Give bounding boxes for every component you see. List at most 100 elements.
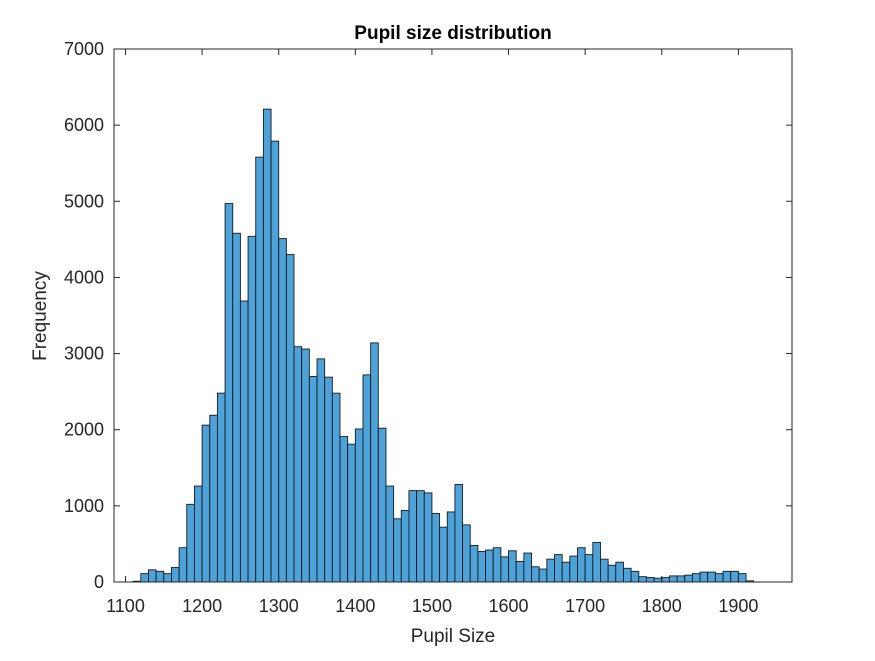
histogram-bar <box>216 392 226 583</box>
histogram-bar <box>722 570 732 583</box>
histogram-bar <box>469 545 479 583</box>
histogram-bar <box>232 232 241 583</box>
histogram-bar <box>508 550 517 583</box>
histogram-bar <box>247 235 257 583</box>
histogram-bar <box>370 342 379 583</box>
histogram-bar <box>492 547 502 583</box>
histogram-bar <box>714 573 724 583</box>
histogram-bar <box>239 300 249 583</box>
histogram-bar <box>523 552 532 583</box>
histogram-bar <box>607 564 617 583</box>
histogram-bar <box>339 436 349 583</box>
histogram-bar <box>707 571 716 583</box>
histogram-bar <box>668 575 678 583</box>
histogram-bar <box>462 524 471 583</box>
histogram-bar <box>661 576 670 583</box>
x-tick-label: 1800 <box>642 596 682 616</box>
histogram-bar <box>515 560 525 583</box>
histogram-bar <box>653 577 663 583</box>
histogram-bar <box>362 374 372 583</box>
histogram-bar <box>285 254 295 583</box>
histogram-bar <box>730 570 739 583</box>
y-tick-label: 5000 <box>64 191 104 211</box>
x-tick-label: 1600 <box>489 596 529 616</box>
histogram-bar <box>155 570 165 583</box>
histogram-bar <box>270 140 280 583</box>
histogram-bar <box>148 569 157 583</box>
histogram-bar <box>308 375 318 583</box>
chart-title: Pupil size distribution <box>354 23 551 44</box>
histogram-bar <box>531 566 540 583</box>
histogram-bar <box>201 424 211 583</box>
histogram-bar <box>186 503 195 583</box>
histogram-bar <box>645 576 655 583</box>
y-tick-label: 4000 <box>64 267 104 287</box>
histogram-bar <box>171 567 180 583</box>
x-tick-label: 1100 <box>106 596 145 616</box>
histogram-bar <box>140 573 149 583</box>
histogram-bar <box>377 427 387 583</box>
histogram-bar <box>500 556 509 583</box>
histogram-bar <box>347 443 356 583</box>
histogram-bar <box>477 551 487 583</box>
histogram-bar <box>255 156 264 583</box>
histogram-bar <box>385 485 395 583</box>
histogram-bar <box>293 346 303 583</box>
y-tick-label: 1000 <box>64 496 104 516</box>
y-tick-label: 0 <box>94 572 104 592</box>
histogram-bar <box>431 513 441 583</box>
histogram-bar <box>324 376 333 583</box>
histogram-bar <box>262 108 272 583</box>
histogram-bar <box>485 549 494 583</box>
histogram-bar <box>737 573 747 583</box>
plot-frame <box>113 48 793 583</box>
histogram-bar <box>592 541 601 583</box>
histogram-bar <box>577 547 586 583</box>
histogram-bar <box>439 526 448 583</box>
histogram-bar <box>638 576 647 583</box>
histogram-bar <box>163 573 172 583</box>
histogram-bar <box>224 203 234 583</box>
y-tick-label: 6000 <box>64 115 104 135</box>
x-axis-ticks: 1100 1200 1300 1400 1500 1600 1700 1800 1900 <box>106 49 758 616</box>
histogram-bar <box>178 547 188 583</box>
histogram-bar <box>691 573 701 583</box>
y-tick-label: 2000 <box>64 420 104 440</box>
histogram-bar <box>561 561 571 583</box>
histogram-bar <box>446 511 456 583</box>
histogram-bar <box>393 518 402 583</box>
histogram-bar <box>278 238 287 583</box>
y-axis-ticks: 0 1000 2000 3000 4000 5000 6000 7000 <box>64 39 792 592</box>
x-tick-label: 1400 <box>335 596 375 616</box>
histogram-bar <box>454 484 464 583</box>
histogram-bar <box>316 358 326 583</box>
histogram-bar <box>209 414 218 583</box>
histogram-bar <box>584 554 594 583</box>
histogram-bar <box>416 490 425 583</box>
histogram-bar <box>569 555 578 583</box>
x-tick-label: 1700 <box>565 596 605 616</box>
x-tick-label: 1500 <box>412 596 452 616</box>
histogram-bar <box>354 428 364 583</box>
histogram-bar <box>615 561 624 583</box>
y-tick-label: 7000 <box>64 39 104 59</box>
histogram-bar <box>676 575 686 583</box>
histogram-bar <box>600 558 609 583</box>
histogram-bar <box>554 554 563 583</box>
histogram-bar <box>538 568 548 583</box>
x-tick-label: 1900 <box>718 596 758 616</box>
x-tick-label: 1300 <box>259 596 299 616</box>
histogram-bar <box>684 574 693 583</box>
histogram-bar <box>630 570 640 583</box>
histogram-bar <box>301 348 310 583</box>
histogram-bar <box>623 567 632 583</box>
y-tick-label: 3000 <box>64 344 104 364</box>
x-axis-label: Pupil Size <box>411 626 496 647</box>
histogram-bar <box>193 485 203 583</box>
x-tick-label: 1200 <box>182 596 222 616</box>
histogram-bar <box>423 492 433 583</box>
histogram-bar <box>408 490 418 583</box>
histogram-bar <box>546 558 555 583</box>
